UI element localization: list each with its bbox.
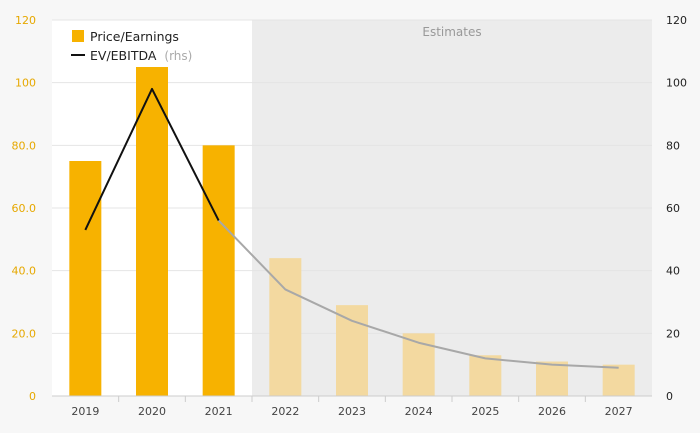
y-right-tick-0: 0 bbox=[666, 390, 673, 403]
legend-label-ev-ebitda-suffix: (rhs) bbox=[164, 49, 192, 63]
x-tick-2022: 2022 bbox=[271, 405, 299, 418]
y-right-tick-20: 20 bbox=[666, 327, 680, 340]
x-tick-2023: 2023 bbox=[338, 405, 366, 418]
x-tick-2025: 2025 bbox=[471, 405, 499, 418]
bar-2024 bbox=[402, 333, 435, 396]
y-right-tick-80: 80 bbox=[666, 139, 680, 152]
legend-label-ev-ebitda-name: EV/EBITDA bbox=[90, 48, 157, 63]
line-actual bbox=[84, 87, 220, 231]
legend-label-ev-ebitda: EV/EBITDA (rhs) bbox=[90, 48, 192, 63]
bar-2027 bbox=[602, 364, 635, 396]
y-right-tick-60: 60 bbox=[666, 202, 680, 215]
y-right-tick-100: 100 bbox=[666, 77, 687, 90]
line-estimate bbox=[217, 219, 619, 369]
bar-2019 bbox=[69, 161, 102, 396]
y-left-tick-0: 0 bbox=[29, 390, 36, 403]
ev-ebitda-line bbox=[84, 87, 619, 369]
legend: Price/Earnings EV/EBITDA (rhs) bbox=[71, 29, 192, 63]
y-right-tick-40: 40 bbox=[666, 265, 680, 278]
x-tick-2021: 2021 bbox=[205, 405, 233, 418]
y-right-tick-120: 120 bbox=[666, 14, 687, 27]
x-tick-2024: 2024 bbox=[405, 405, 433, 418]
y-left-tick-40-0: 40.0 bbox=[12, 265, 37, 278]
x-tick-2020: 2020 bbox=[138, 405, 166, 418]
legend-label-price-earnings: Price/Earnings bbox=[90, 29, 179, 44]
y-left-tick-20-0: 20.0 bbox=[12, 327, 37, 340]
bars bbox=[69, 67, 635, 396]
bar-2025 bbox=[469, 355, 502, 396]
bar-2023 bbox=[336, 305, 368, 396]
y-left-tick-100: 100 bbox=[15, 77, 36, 90]
bar-2022 bbox=[269, 258, 302, 396]
legend-swatch-price-earnings bbox=[72, 30, 84, 42]
x-tick-2019: 2019 bbox=[71, 405, 99, 418]
bar-2021 bbox=[202, 145, 235, 396]
x-tick-2027: 2027 bbox=[605, 405, 633, 418]
axes: 2019 2020 2021 2022 2023 2024 2025 2026 2027 0 20.… bbox=[12, 14, 688, 418]
y-left-tick-120: 120 bbox=[15, 14, 36, 27]
y-left-tick-80-0: 80.0 bbox=[12, 139, 37, 152]
bar-2026 bbox=[536, 361, 568, 396]
bar-2020 bbox=[136, 67, 168, 396]
estimates-label: Estimates bbox=[422, 25, 481, 39]
y-left-tick-60-0: 60.0 bbox=[12, 202, 37, 215]
x-tick-2026: 2026 bbox=[538, 405, 566, 418]
